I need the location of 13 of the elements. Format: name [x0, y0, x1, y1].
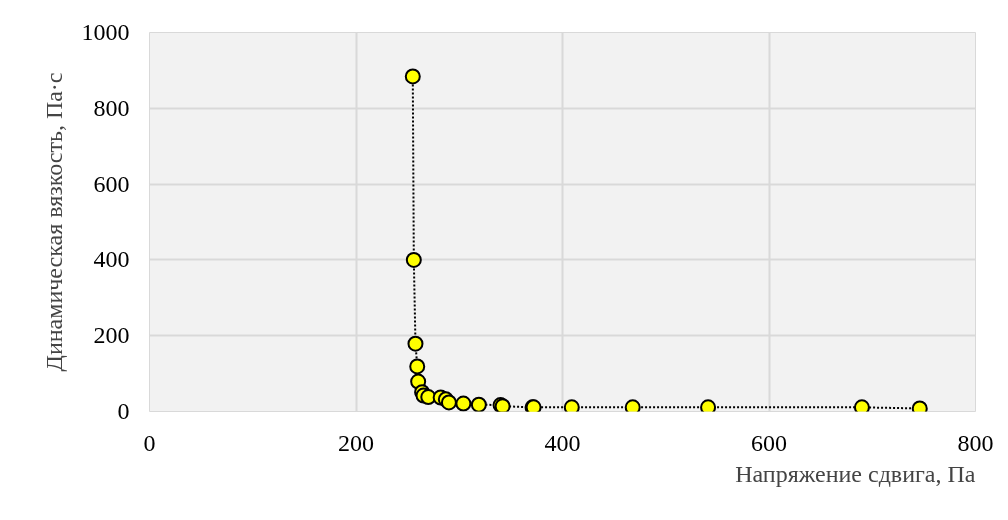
x-tick-label: 800: [957, 429, 994, 456]
x-tick-label: 600: [751, 429, 787, 456]
y-tick-label: 0: [117, 398, 130, 424]
y-tick-label: 400: [93, 246, 130, 273]
x-tick-label: 400: [544, 429, 581, 456]
y-tick-label: 600: [93, 170, 130, 197]
x-tick-label: 200: [338, 429, 374, 456]
y-tick-label: 800: [93, 94, 130, 121]
y-axis-title: Динамическая вязкость, Па·с: [40, 72, 67, 372]
y-tick-label: 200: [93, 322, 130, 349]
x-axis-title: Напряжение сдвига, Па: [735, 460, 976, 487]
x-tick-label: 0: [143, 429, 156, 456]
y-tick-label: 1000: [81, 19, 130, 45]
